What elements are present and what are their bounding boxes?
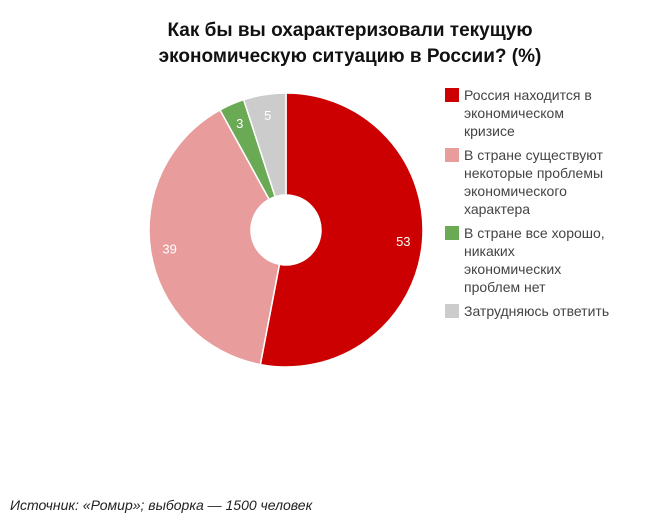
legend-swatch bbox=[445, 88, 459, 102]
legend-label: В стране все хорошо, никаких экономическ… bbox=[464, 225, 605, 295]
data-label: 5 bbox=[264, 108, 271, 123]
legend-item-some-problems: В стране существуют некоторые проблемы э… bbox=[445, 146, 615, 218]
chart-title: Как бы вы охарактеризовали текущую эконо… bbox=[120, 18, 580, 70]
legend-label: Затрудняюсь ответить bbox=[464, 303, 610, 319]
legend-swatch bbox=[445, 148, 459, 162]
title-line-1: Как бы вы охарактеризовали текущую bbox=[167, 20, 533, 41]
data-label: 39 bbox=[162, 241, 176, 256]
source-note: Источник: «Ромир»; выборка — 1500 челове… bbox=[10, 497, 313, 513]
legend: Россия находится в экономическом кризисе… bbox=[445, 86, 615, 326]
legend-label: В стране существуют некоторые проблемы э… bbox=[464, 147, 604, 217]
donut-slice bbox=[148, 108, 281, 366]
legend-item-hard-to-say: Затрудняюсь ответить bbox=[445, 302, 615, 320]
donut-slice bbox=[242, 92, 287, 198]
legend-item-all-good: В стране все хорошо, никаких экономическ… bbox=[445, 224, 615, 296]
title-line-2: экономическую ситуацию в России? (%) bbox=[158, 46, 542, 67]
data-label: 3 bbox=[236, 116, 243, 131]
data-label: 53 bbox=[396, 234, 410, 249]
legend-swatch bbox=[445, 226, 459, 240]
legend-label: Россия находится в экономическом кризисе bbox=[464, 87, 592, 139]
legend-swatch bbox=[445, 304, 459, 318]
donut-slice bbox=[259, 92, 424, 368]
legend-item-crisis: Россия находится в экономическом кризисе bbox=[445, 86, 615, 140]
